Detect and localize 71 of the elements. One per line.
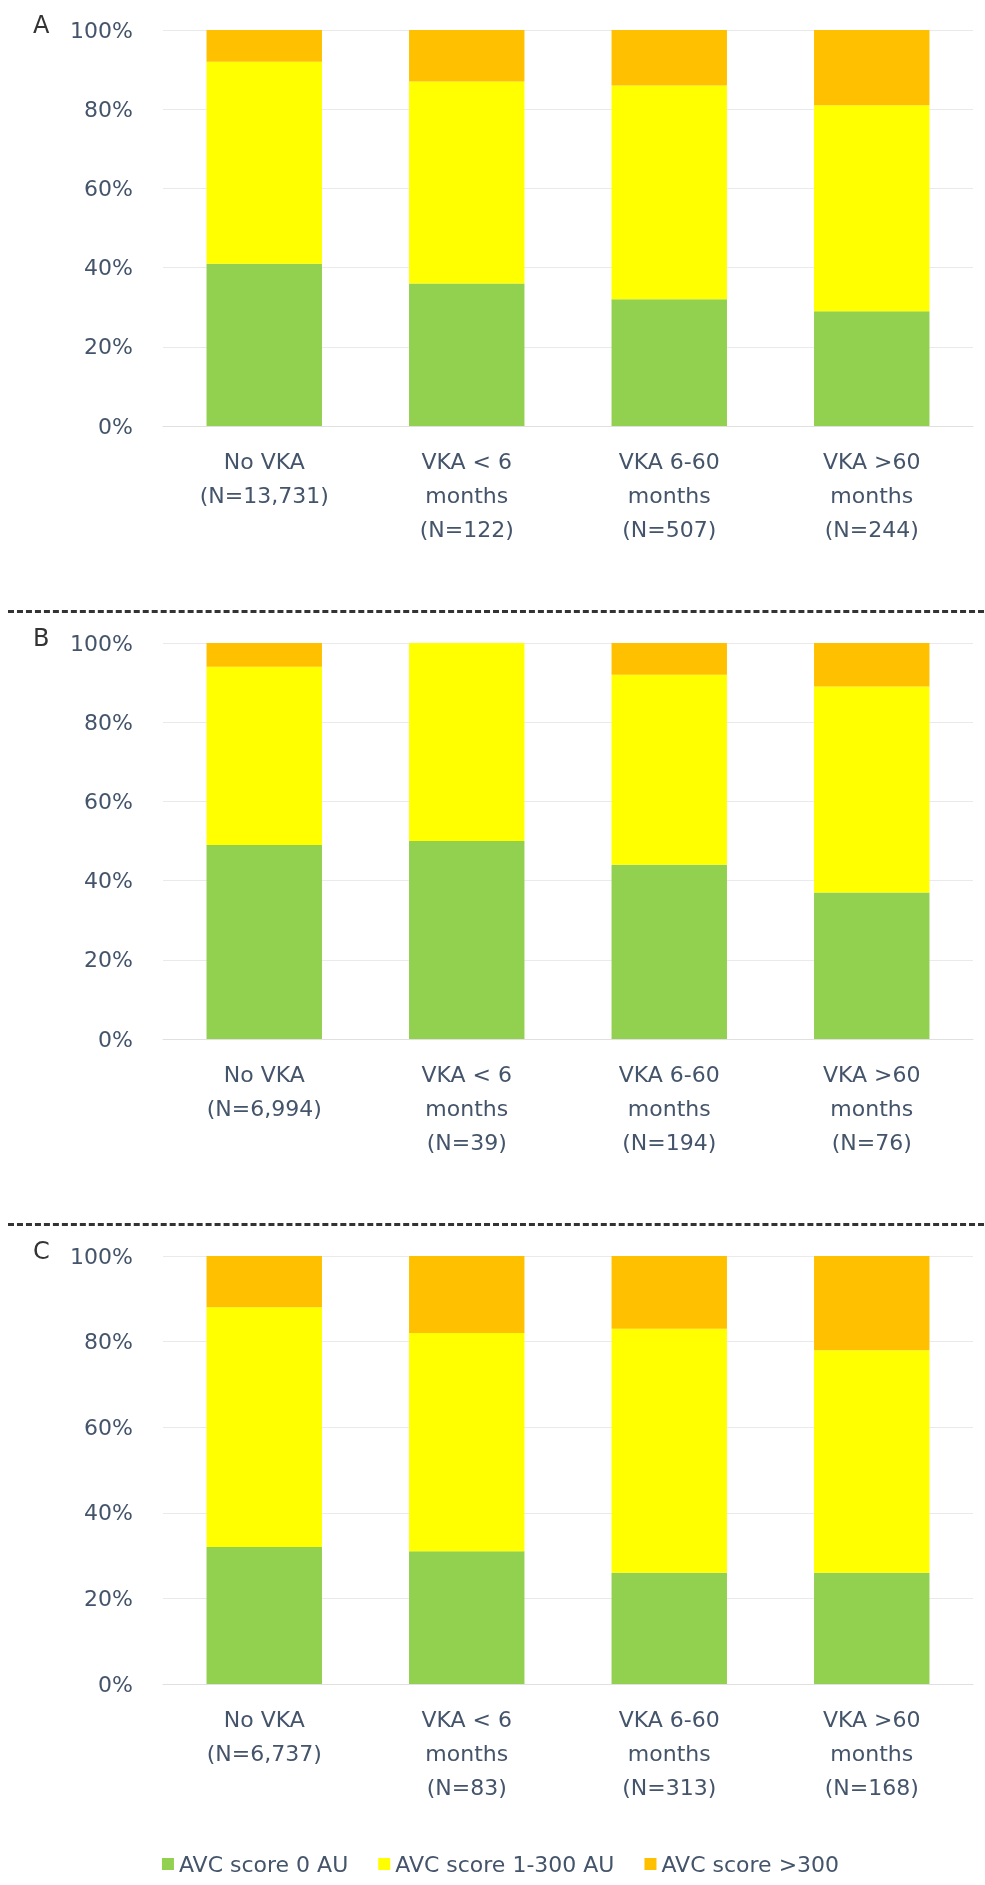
- chart-title: B: [33, 624, 50, 652]
- y-tick-label: 0%: [98, 1026, 133, 1052]
- bar: [409, 1333, 525, 1552]
- x-tick-label: No VKA (N=13,731): [199, 448, 329, 508]
- bar: [611, 864, 727, 1039]
- bar: [611, 299, 727, 426]
- bar: [206, 263, 322, 426]
- x-tick-label: VKA >60 months (N=168): [822, 1706, 921, 1800]
- bar: [206, 61, 322, 264]
- bar: [814, 1350, 930, 1573]
- y-tick-label: 80%: [84, 1329, 133, 1355]
- y-tick-label: 80%: [84, 709, 133, 735]
- bar: [206, 30, 322, 62]
- x-tick-label: VKA < 6 months (N=83): [421, 1706, 513, 1800]
- y-tick-label: 100%: [70, 1243, 133, 1269]
- y-tick-label: 60%: [84, 175, 133, 201]
- y-tick-label: 60%: [84, 788, 133, 814]
- bar: [611, 1328, 727, 1573]
- bar: [814, 105, 930, 312]
- bar: [409, 81, 525, 284]
- x-tick-label: VKA 6-60 months (N=507): [618, 448, 720, 542]
- bar: [206, 844, 322, 1039]
- bar: [206, 666, 322, 845]
- x-tick-label: VKA >60 months (N=244): [822, 448, 921, 542]
- bar: [611, 1572, 727, 1684]
- x-tick-label: VKA < 6 months (N=122): [419, 448, 514, 542]
- bar: [409, 1256, 525, 1334]
- legend-label: AVC score 0 AU: [178, 1851, 349, 1877]
- chart-title: A: [33, 11, 50, 39]
- bar: [814, 686, 930, 893]
- legend-label: AVC score 1-300 AU: [395, 1851, 615, 1877]
- x-tick-label: No VKA (N=6,737): [206, 1706, 322, 1766]
- x-tick-label: VKA >60 months (N=76): [822, 1061, 921, 1155]
- bar: [206, 1547, 322, 1684]
- bar: [611, 30, 727, 86]
- y-tick-label: 40%: [84, 255, 133, 281]
- x-tick-label: VKA 6-60 months (N=194): [618, 1061, 720, 1155]
- bar: [814, 892, 930, 1039]
- y-tick-label: 40%: [84, 1500, 133, 1526]
- bar: [814, 311, 930, 426]
- bar: [409, 283, 525, 426]
- x-tick-label: VKA < 6 months (N=39): [421, 1061, 513, 1155]
- bar: [814, 30, 930, 106]
- y-tick-label: 20%: [84, 1585, 133, 1611]
- bar: [409, 643, 525, 841]
- bar: [611, 85, 727, 300]
- legend-label: AVC score >300: [661, 1851, 840, 1877]
- bar: [814, 643, 930, 687]
- bar: [409, 1551, 525, 1684]
- bar: [409, 841, 525, 1039]
- chart-title: C: [33, 1237, 50, 1265]
- y-tick-label: 100%: [70, 630, 133, 656]
- bar: [206, 1256, 322, 1308]
- bar: [611, 643, 727, 675]
- x-tick-label: No VKA (N=6,994): [206, 1061, 322, 1121]
- y-tick-label: 80%: [84, 96, 133, 122]
- bar: [206, 643, 322, 667]
- y-tick-label: 20%: [84, 334, 133, 360]
- bar: [409, 30, 525, 82]
- y-tick-label: 20%: [84, 947, 133, 973]
- bar: [814, 1256, 930, 1351]
- bar: [611, 1256, 727, 1329]
- bar: [611, 674, 727, 865]
- y-tick-label: 0%: [98, 413, 133, 439]
- bar: [206, 1307, 322, 1548]
- bar: [814, 1572, 930, 1684]
- y-tick-label: 60%: [84, 1414, 133, 1440]
- y-tick-label: 100%: [70, 17, 133, 43]
- x-tick-label: VKA 6-60 months (N=313): [618, 1706, 720, 1800]
- y-tick-label: 40%: [84, 868, 133, 894]
- y-tick-label: 0%: [98, 1671, 133, 1697]
